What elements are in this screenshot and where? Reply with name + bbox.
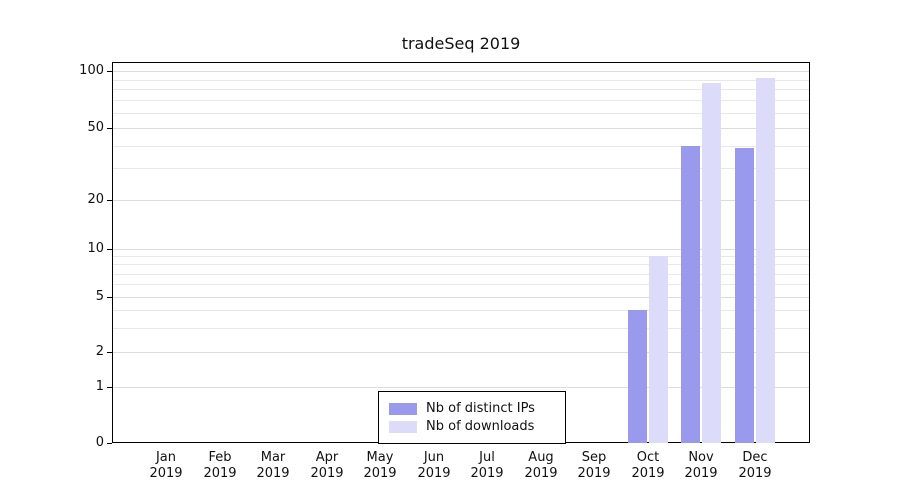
y-tick-mark xyxy=(107,352,112,353)
major-gridline xyxy=(113,387,809,388)
y-tick-mark xyxy=(107,297,112,298)
y-tick-label: 2 xyxy=(95,344,104,359)
legend-item-downloads: Nb of downloads xyxy=(389,418,555,435)
x-tick-label: Dec 2019 xyxy=(738,450,772,481)
x-tick-label: May 2019 xyxy=(363,450,397,481)
minor-gridline xyxy=(113,264,809,265)
bar-distinct-ips xyxy=(735,148,754,443)
legend-label-downloads: Nb of downloads xyxy=(426,419,535,434)
x-tick-label: Aug 2019 xyxy=(524,450,558,481)
bar-downloads xyxy=(756,78,775,443)
x-tick-label: Jun 2019 xyxy=(417,450,451,481)
legend-item-distinct-ips: Nb of distinct IPs xyxy=(389,400,555,417)
minor-gridline xyxy=(113,168,809,169)
major-gridline xyxy=(113,71,809,72)
x-tick-label: Jan 2019 xyxy=(149,450,183,481)
minor-gridline xyxy=(113,328,809,329)
major-gridline xyxy=(113,200,809,201)
y-tick-label: 50 xyxy=(87,120,104,135)
legend-swatch-downloads xyxy=(389,420,417,433)
legend-label-distinct-ips: Nb of distinct IPs xyxy=(426,401,535,416)
chart-title: tradeSeq 2019 xyxy=(401,34,521,53)
major-gridline xyxy=(113,352,809,353)
bar-distinct-ips xyxy=(628,310,647,443)
minor-gridline xyxy=(113,89,809,90)
major-gridline xyxy=(113,297,809,298)
minor-gridline xyxy=(113,146,809,147)
legend-swatch-distinct-ips xyxy=(389,402,417,415)
y-tick-label: 20 xyxy=(87,192,104,207)
major-gridline xyxy=(113,249,809,250)
minor-gridline xyxy=(113,310,809,311)
x-tick-label: Apr 2019 xyxy=(310,450,344,481)
minor-gridline xyxy=(113,284,809,285)
bar-distinct-ips xyxy=(681,146,700,443)
y-tick-mark xyxy=(107,128,112,129)
y-tick-mark xyxy=(107,71,112,72)
y-tick-label: 5 xyxy=(95,289,104,304)
x-tick-label: Oct 2019 xyxy=(631,450,665,481)
minor-gridline xyxy=(113,274,809,275)
minor-gridline xyxy=(113,256,809,257)
minor-gridline xyxy=(113,113,809,114)
major-gridline xyxy=(113,128,809,129)
x-tick-label: Jul 2019 xyxy=(470,450,504,481)
x-tick-label: Mar 2019 xyxy=(256,450,290,481)
y-tick-label: 0 xyxy=(95,435,104,450)
x-tick-label: Nov 2019 xyxy=(684,450,718,481)
y-tick-label: 10 xyxy=(87,241,104,256)
y-tick-mark xyxy=(107,443,112,444)
y-tick-mark xyxy=(107,200,112,201)
y-tick-label: 1 xyxy=(95,379,104,394)
minor-gridline xyxy=(113,80,809,81)
y-tick-label: 100 xyxy=(79,63,104,78)
x-tick-label: Feb 2019 xyxy=(203,450,237,481)
y-tick-mark xyxy=(107,249,112,250)
minor-gridline xyxy=(113,100,809,101)
bar-downloads xyxy=(702,83,721,443)
bar-downloads xyxy=(649,256,668,443)
legend: Nb of distinct IPs Nb of downloads xyxy=(378,391,566,444)
y-tick-mark xyxy=(107,387,112,388)
x-tick-label: Sep 2019 xyxy=(577,450,611,481)
